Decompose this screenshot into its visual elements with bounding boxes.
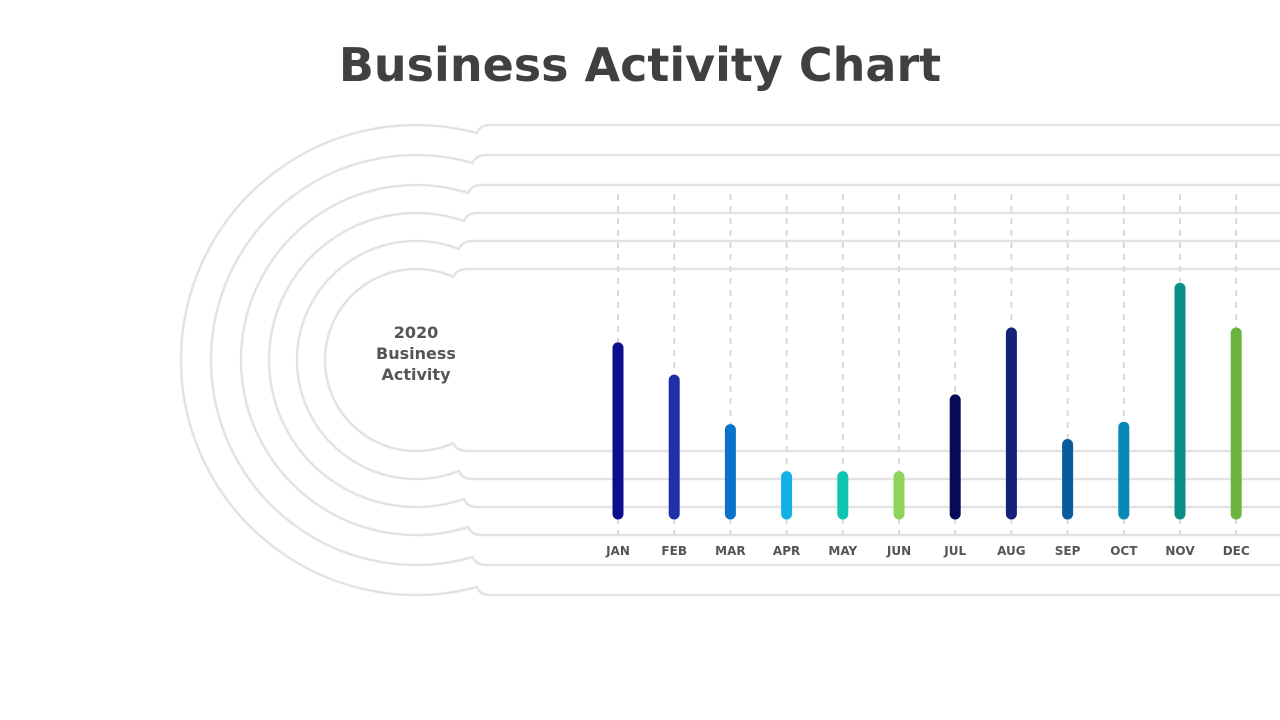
- center-label-line2: Business: [376, 344, 456, 363]
- x-tick-label-apr: APR: [773, 544, 800, 558]
- x-axis-labels: JAN FEB MAR APR MAY JUN JUL AUG SEP OCT NOV DEC: [605, 544, 1250, 558]
- x-tick-label-aug: AUG: [997, 544, 1026, 558]
- center-label: 2020 Business Activity: [336, 322, 496, 385]
- center-label-line3: Activity: [381, 365, 451, 384]
- x-tick-label-jun: JUN: [886, 544, 911, 558]
- x-tick-label-feb: FEB: [661, 544, 687, 558]
- x-tick-label-mar: MAR: [715, 544, 745, 558]
- track-line-1: [323, 267, 1280, 453]
- x-tick-label-sep: SEP: [1055, 544, 1081, 558]
- x-tick-label-jul: JUL: [943, 544, 966, 558]
- bar-series: [612, 282, 1242, 520]
- center-label-year: 2020: [393, 323, 439, 342]
- track-line-6: [179, 123, 1280, 597]
- x-tick-label-dec: DEC: [1223, 544, 1250, 558]
- track-line-3: [267, 211, 1280, 509]
- track-line-5: [209, 153, 1280, 567]
- x-tick-label-may: MAY: [828, 544, 857, 558]
- page-title: Business Activity Chart: [338, 38, 942, 92]
- x-tick-label-nov: NOV: [1165, 544, 1195, 558]
- x-tick-label-oct: OCT: [1110, 544, 1138, 558]
- concentric-track-lines: [179, 123, 1280, 597]
- track-line-4: [239, 183, 1280, 537]
- track-line-2: [295, 239, 1280, 481]
- x-tick-label-jan: JAN: [605, 544, 630, 558]
- vertical-grid-lines: [617, 194, 1238, 534]
